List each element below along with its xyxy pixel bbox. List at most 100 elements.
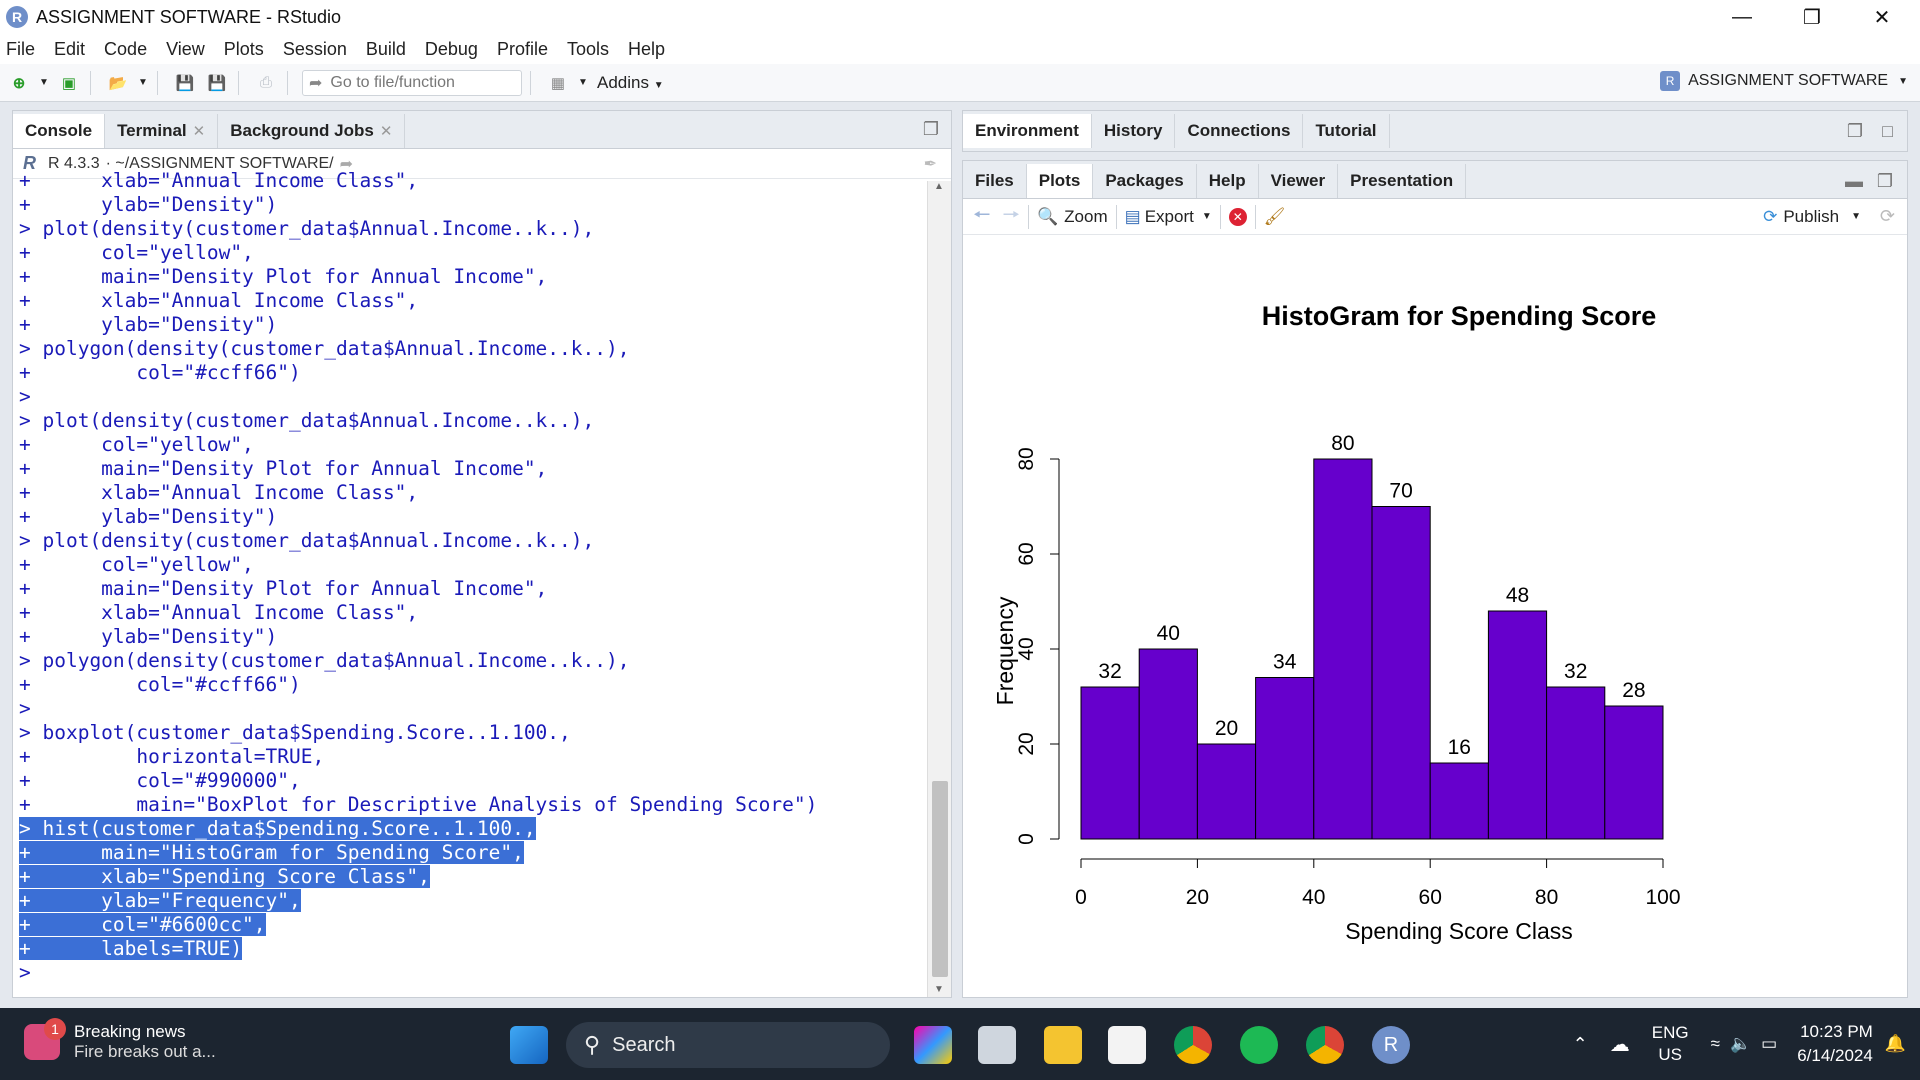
news-widget[interactable]: 1 Breaking news Fire breaks out a... [24, 1018, 216, 1062]
menu-tools[interactable]: Tools [566, 38, 609, 59]
console-line: + col="#990000", [13, 769, 925, 793]
restore-pane-icon[interactable]: ❐ [1876, 171, 1893, 191]
save-icon[interactable]: 💾 [175, 74, 195, 92]
tab-environment[interactable]: Environment [963, 114, 1092, 148]
menu-help[interactable]: Help [628, 38, 666, 59]
file-explorer-icon[interactable] [1044, 1026, 1082, 1064]
scroll-down-icon[interactable]: ▼ [934, 984, 944, 995]
histogram-bar [1604, 705, 1664, 840]
menu-profile[interactable]: Profile [496, 38, 548, 59]
close-icon[interactable]: ✕ [192, 123, 206, 140]
grid-layout-icon[interactable]: ▦ [550, 74, 566, 92]
tab-viewer[interactable]: Viewer [1259, 164, 1339, 198]
dropdown-icon[interactable]: ▼ [138, 77, 148, 88]
tab-terminal[interactable]: Terminal ✕ [105, 114, 219, 148]
chrome-icon[interactable] [1174, 1026, 1212, 1064]
menu-debug[interactable]: Debug [424, 38, 478, 59]
menu-view[interactable]: View [166, 38, 205, 59]
dropdown-icon[interactable]: ▼ [578, 77, 588, 88]
project-label: ASSIGNMENT SOFTWARE [1688, 72, 1889, 89]
notification-bell-icon[interactable]: 🔔 [1884, 1034, 1906, 1053]
tab-tutorial[interactable]: Tutorial [1303, 114, 1390, 148]
addins-menu[interactable]: Addins ▼ [597, 73, 664, 93]
console-scrollbar[interactable]: ▲ ▼ [927, 181, 951, 997]
tab-packages[interactable]: Packages [1093, 164, 1197, 198]
scrollbar-thumb[interactable] [932, 781, 948, 977]
console-line-text: + ylab="Density") [19, 313, 278, 336]
chrome-profile-icon[interactable] [1306, 1026, 1344, 1064]
tab-history[interactable]: History [1092, 114, 1176, 148]
minimize-icon[interactable]: — [1732, 5, 1752, 28]
go-to-file-input[interactable]: ➦ Go to file/function [302, 69, 522, 96]
menu-build[interactable]: Build [365, 38, 406, 59]
menu-edit[interactable]: Edit [54, 38, 86, 59]
task-view-icon[interactable] [978, 1026, 1016, 1064]
language-indicator[interactable]: ENG US [1652, 1022, 1689, 1066]
project-menu[interactable]: R ASSIGNMENT SOFTWARE ▼ [1660, 71, 1908, 91]
tab-plots[interactable]: Plots [1026, 164, 1094, 198]
new-file-icon[interactable]: ⊕ [12, 74, 26, 92]
minimize-pane-icon[interactable]: ▬ [1845, 171, 1863, 191]
close-icon[interactable]: ✕ [379, 123, 393, 140]
restore-icon[interactable]: ❐ [1803, 6, 1821, 29]
maximize-pane-icon[interactable]: □ [1882, 121, 1893, 141]
print-icon[interactable]: ⎙ [259, 74, 272, 91]
copilot-icon[interactable] [914, 1026, 952, 1064]
wifi-icon[interactable]: ≈ [1710, 1034, 1720, 1053]
windows-start-icon[interactable] [510, 1026, 548, 1064]
volume-icon[interactable]: 🔈 [1729, 1034, 1752, 1053]
tab-help[interactable]: Help [1197, 164, 1259, 198]
restore-pane-icon[interactable]: ❐ [1846, 121, 1863, 141]
onedrive-icon[interactable]: ☁ [1609, 1033, 1630, 1056]
y-tick-label: 80 [1015, 447, 1038, 470]
console-pane: Console Terminal ✕ Background Jobs ✕ ❐ R R… [12, 110, 952, 998]
tab-files[interactable]: Files [963, 164, 1027, 198]
battery-icon[interactable]: ▭ [1761, 1034, 1778, 1053]
dropdown-icon[interactable]: ▼ [39, 77, 49, 88]
save-all-icon[interactable]: 💾 [207, 74, 227, 92]
clear-console-icon[interactable]: ✒ [923, 155, 937, 173]
open-folder-icon[interactable]: 📂 [108, 74, 128, 92]
spotify-icon[interactable] [1240, 1026, 1278, 1064]
maximize-pane-icon[interactable]: ❐ [922, 119, 939, 139]
console-line-text: > polygon(density(customer_data$Annual.I… [19, 649, 630, 672]
plots-tab-bar: Files Plots Packages Help Viewer Present… [963, 161, 1907, 199]
tab-presentation[interactable]: Presentation [1338, 164, 1467, 198]
close-icon[interactable]: ✕ [1873, 6, 1891, 29]
rstudio-taskbar-icon[interactable]: R [1372, 1026, 1410, 1064]
clock[interactable]: 10:23 PM 6/14/2024 [1797, 1020, 1873, 1068]
back-arrow-icon[interactable]: 🠔 [973, 203, 991, 226]
bar-value-label: 20 [1215, 717, 1238, 740]
forward-arrow-icon[interactable]: 🠖 [1002, 203, 1021, 226]
refresh-icon[interactable]: ⟳ [1879, 206, 1895, 226]
menu-file[interactable]: File [6, 38, 36, 59]
publish-label: Publish [1783, 206, 1840, 226]
tab-console[interactable]: Console [13, 114, 106, 148]
menu-session[interactable]: Session [282, 38, 347, 59]
export-button[interactable]: ▤ Export ▼ [1125, 207, 1212, 227]
clear-plots-icon[interactable]: 🖌 [1263, 206, 1286, 226]
menu-code[interactable]: Code [104, 38, 148, 59]
taskbar-search[interactable]: ⚲ Search [566, 1022, 890, 1068]
r-version: R 4.3.3 [48, 154, 100, 172]
x-tick-label: 0 [1075, 886, 1087, 909]
new-project-icon[interactable]: ▣ [61, 74, 77, 92]
remove-plot-icon[interactable]: ✕ [1228, 207, 1247, 226]
scroll-up-icon[interactable]: ▲ [934, 181, 944, 192]
windows-taskbar: 1 Breaking news Fire breaks out a... ⚲ S… [0, 1008, 1920, 1080]
microsoft-store-icon[interactable] [1108, 1026, 1146, 1064]
tab-environment-label: Environment [975, 121, 1079, 140]
menu-plots[interactable]: Plots [223, 38, 264, 59]
chevron-up-icon[interactable]: ⌃ [1572, 1033, 1588, 1054]
tab-presentation-label: Presentation [1350, 171, 1454, 190]
tab-background-jobs[interactable]: Background Jobs ✕ [218, 114, 406, 148]
clock-date: 6/14/2024 [1797, 1046, 1873, 1065]
x-tick-label: 100 [1645, 886, 1680, 909]
console-tab-bar: Console Terminal ✕ Background Jobs ✕ ❐ [13, 111, 951, 149]
zoom-button[interactable]: 🔍 Zoom [1037, 207, 1108, 227]
console-output[interactable]: + xlab="Annual Income Class", + ylab="Den… [13, 169, 925, 985]
tab-connections[interactable]: Connections [1175, 114, 1304, 148]
console-line: + labels=TRUE) [13, 937, 925, 961]
goto-directory-icon[interactable]: ➦ [339, 155, 354, 173]
publish-button[interactable]: ⟳ Publish ▼ [1763, 207, 1861, 227]
